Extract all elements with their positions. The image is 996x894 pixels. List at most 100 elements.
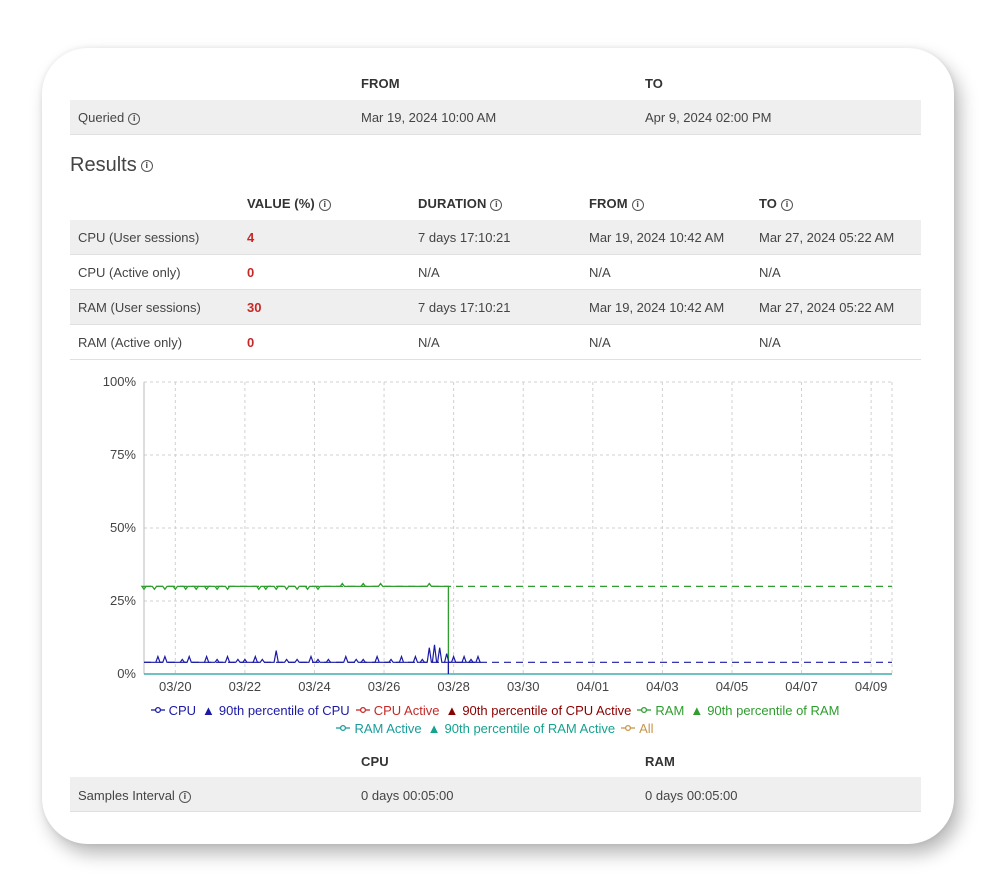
row-value: 0 bbox=[247, 265, 255, 280]
legend-item[interactable]: CPU bbox=[150, 703, 197, 718]
samples-interval-label: Samples Interval i bbox=[78, 788, 191, 803]
info-icon[interactable]: i bbox=[490, 199, 503, 211]
legend-row: RAM Active ▲ 90th percentile of RAM Active… bbox=[0, 721, 996, 736]
legend-label: 90th percentile of RAM bbox=[707, 703, 840, 718]
x-tick-label: 03/30 bbox=[507, 679, 540, 694]
triangle-marker-icon: ▲ bbox=[202, 703, 215, 718]
divider bbox=[70, 289, 921, 290]
results-title: Results i bbox=[70, 154, 153, 177]
legend-label: 90th percentile of CPU bbox=[218, 703, 350, 718]
divider bbox=[70, 359, 921, 360]
x-tick-label: 03/22 bbox=[229, 679, 262, 694]
x-tick-label: 03/28 bbox=[437, 679, 470, 694]
report-card bbox=[42, 48, 954, 844]
y-tick-label: 100% bbox=[103, 374, 137, 389]
row-duration: N/A bbox=[418, 335, 440, 350]
row-label: RAM (User sessions) bbox=[78, 300, 201, 315]
circle-line-marker-icon bbox=[355, 703, 370, 718]
divider bbox=[70, 254, 921, 255]
x-tick-label: 04/05 bbox=[716, 679, 749, 694]
legend-item[interactable]: ▲ 90th percentile of RAM Active bbox=[428, 721, 615, 736]
col-header-value: VALUE (%) i bbox=[247, 196, 331, 211]
info-icon[interactable]: i bbox=[318, 199, 331, 211]
row-from: N/A bbox=[589, 335, 611, 350]
queried-label: Queried i bbox=[78, 110, 141, 125]
queried-from: Mar 19, 2024 10:00 AM bbox=[361, 110, 497, 125]
usage-chart: 03/20 03/22 03/24 03/26 03/28 03/30 04/01 04/03… bbox=[103, 374, 893, 694]
legend-item[interactable]: RAM Active bbox=[336, 721, 422, 736]
col-header-from: FROM i bbox=[589, 196, 644, 211]
info-icon[interactable]: i bbox=[140, 160, 153, 172]
row-duration: 7 days 17:10:21 bbox=[418, 300, 511, 315]
legend-label: All bbox=[639, 721, 654, 736]
info-icon[interactable]: i bbox=[781, 199, 794, 211]
y-tick-label: 75% bbox=[110, 447, 136, 462]
legend-label: RAM Active bbox=[354, 721, 422, 736]
samples-header-ram: RAM bbox=[645, 754, 675, 769]
query-header-from: FROM bbox=[361, 76, 400, 91]
legend-item[interactable]: ▲ 90th percentile of CPU Active bbox=[445, 703, 631, 718]
row-from: Mar 19, 2024 10:42 AM bbox=[589, 230, 725, 245]
circle-line-marker-icon bbox=[637, 703, 652, 718]
row-value: 4 bbox=[247, 230, 255, 245]
row-from: N/A bbox=[589, 265, 611, 280]
row-label: CPU (Active only) bbox=[78, 265, 181, 280]
row-from: Mar 19, 2024 10:42 AM bbox=[589, 300, 725, 315]
queried-to: Apr 9, 2024 02:00 PM bbox=[645, 110, 772, 125]
legend-item[interactable]: RAM bbox=[637, 703, 684, 718]
row-duration: 7 days 17:10:21 bbox=[418, 230, 511, 245]
x-tick-label: 03/26 bbox=[368, 679, 401, 694]
row-to: N/A bbox=[759, 335, 781, 350]
legend-label: 90th percentile of CPU Active bbox=[462, 703, 632, 718]
x-tick-label: 04/07 bbox=[785, 679, 818, 694]
legend-label: CPU Active bbox=[373, 703, 440, 718]
legend-row: CPU ▲ 90th percentile of CPU CPU Active ▲ 90t… bbox=[0, 703, 996, 718]
y-tick-label: 25% bbox=[110, 593, 136, 608]
samples-header-cpu: CPU bbox=[361, 754, 389, 769]
circle-line-marker-icon bbox=[336, 721, 351, 736]
triangle-marker-icon: ▲ bbox=[690, 703, 704, 718]
triangle-marker-icon: ▲ bbox=[445, 703, 459, 718]
legend-label: RAM bbox=[655, 703, 685, 718]
samples-ram-value: 0 days 00:05:00 bbox=[645, 788, 738, 803]
x-tick-label: 03/24 bbox=[298, 679, 331, 694]
info-icon[interactable]: i bbox=[178, 791, 191, 803]
triangle-marker-icon: ▲ bbox=[427, 721, 441, 736]
row-to: Mar 27, 2024 05:22 AM bbox=[759, 230, 895, 245]
row-to: N/A bbox=[759, 265, 781, 280]
table-row-bg bbox=[70, 220, 921, 254]
query-row bbox=[70, 100, 921, 134]
row-value: 0 bbox=[247, 335, 255, 350]
legend-label: CPU bbox=[168, 703, 197, 718]
series-line-ram bbox=[140, 582, 450, 674]
legend-item[interactable]: CPU Active bbox=[355, 703, 440, 718]
legend-item[interactable]: All bbox=[621, 721, 654, 736]
x-tick-label: 04/03 bbox=[646, 679, 679, 694]
info-icon[interactable]: i bbox=[128, 113, 141, 125]
circle-line-marker-icon bbox=[621, 721, 636, 736]
info-icon[interactable]: i bbox=[631, 199, 644, 211]
legend-item[interactable]: ▲ 90th percentile of RAM bbox=[690, 703, 839, 718]
col-header-to: TO i bbox=[759, 196, 794, 211]
x-tick-label: 03/20 bbox=[159, 679, 192, 694]
x-tick-label: 04/09 bbox=[855, 679, 888, 694]
row-to: Mar 27, 2024 05:22 AM bbox=[759, 300, 895, 315]
divider bbox=[70, 134, 921, 135]
row-label: CPU (User sessions) bbox=[78, 230, 200, 245]
query-header-to: TO bbox=[645, 76, 664, 91]
x-tick-label: 04/01 bbox=[577, 679, 610, 694]
divider bbox=[70, 811, 921, 812]
samples-cpu-value: 0 days 00:05:00 bbox=[361, 788, 454, 803]
y-tick-label: 0% bbox=[117, 666, 136, 681]
table-row-bg bbox=[70, 290, 921, 324]
circle-line-marker-icon bbox=[150, 703, 165, 718]
series-line-cpu bbox=[144, 644, 481, 674]
col-header-duration: DURATION i bbox=[418, 196, 503, 211]
row-label: RAM (Active only) bbox=[78, 335, 183, 350]
legend-label: 90th percentile of RAM Active bbox=[444, 721, 616, 736]
row-value: 30 bbox=[247, 300, 262, 315]
legend-item[interactable]: ▲ 90th percentile of CPU bbox=[202, 703, 350, 718]
y-tick-label: 50% bbox=[110, 520, 136, 535]
row-duration: N/A bbox=[418, 265, 440, 280]
divider bbox=[70, 324, 921, 325]
